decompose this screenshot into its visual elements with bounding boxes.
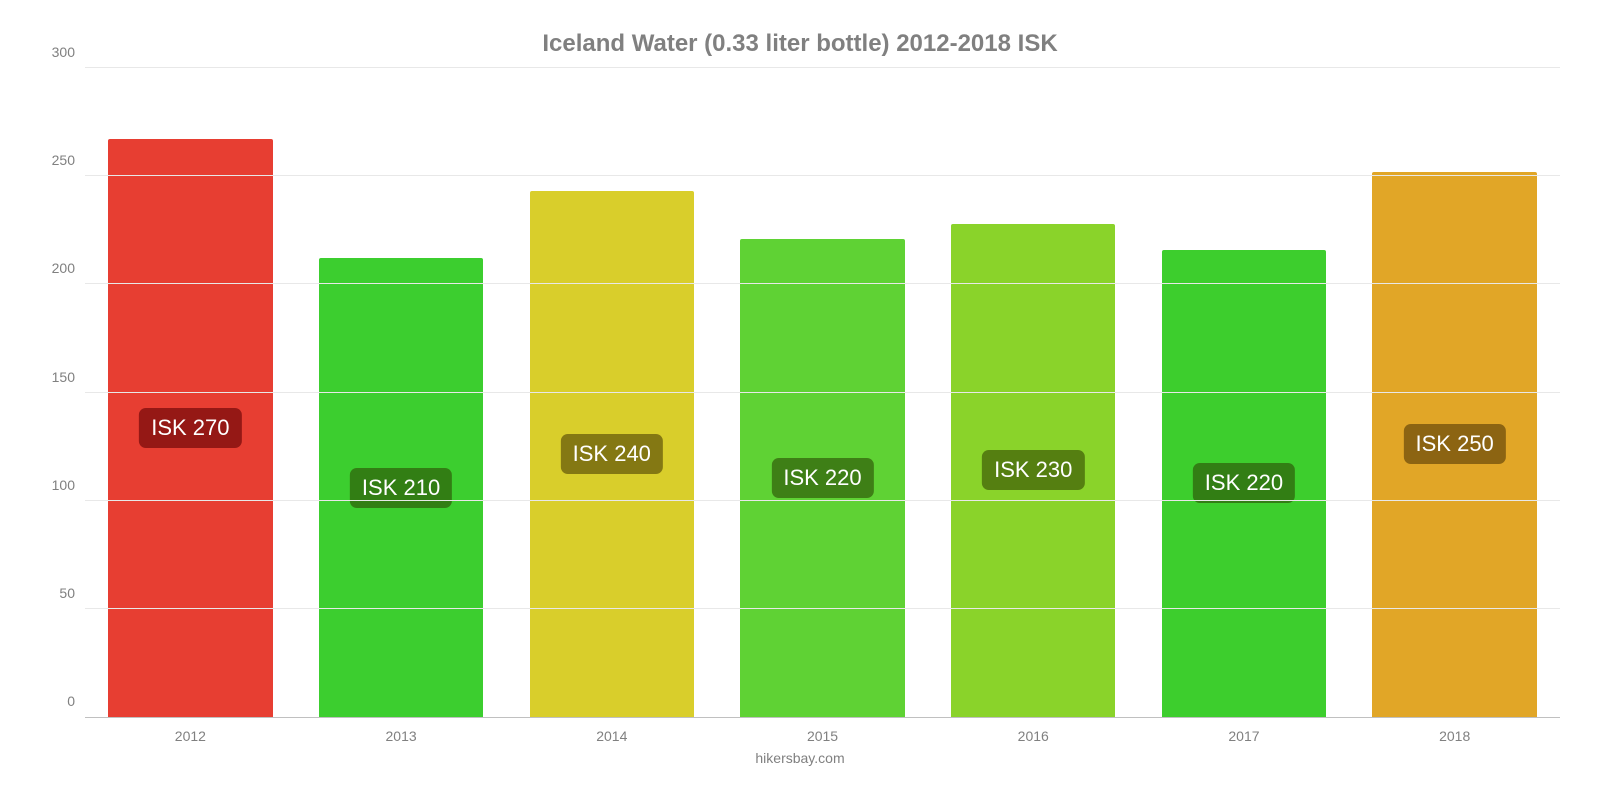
gridline	[85, 392, 1560, 393]
bar-slot: ISK 250	[1349, 68, 1560, 717]
value-badge: ISK 220	[1193, 463, 1295, 503]
gridline	[85, 175, 1560, 176]
value-badge: ISK 250	[1404, 424, 1506, 464]
value-badge: ISK 270	[139, 408, 241, 448]
value-badge: ISK 240	[561, 434, 663, 474]
y-tick-label: 0	[35, 693, 75, 709]
x-tick-label: 2013	[296, 718, 507, 744]
bar: ISK 220	[1162, 250, 1326, 717]
y-tick-label: 250	[35, 152, 75, 168]
bar-slot: ISK 220	[1139, 68, 1350, 717]
y-tick-label: 200	[35, 260, 75, 276]
bar-slot: ISK 240	[506, 68, 717, 717]
x-axis: 2012201320142015201620172018	[85, 718, 1560, 744]
gridline	[85, 67, 1560, 68]
bar: ISK 210	[319, 258, 483, 717]
x-tick-label: 2018	[1349, 718, 1560, 744]
bar-chart: Iceland Water (0.33 liter bottle) 2012-2…	[0, 0, 1600, 800]
bar-slot: ISK 230	[928, 68, 1139, 717]
value-badge: ISK 230	[982, 450, 1084, 490]
value-badge: ISK 220	[771, 458, 873, 498]
x-tick-label: 2014	[506, 718, 717, 744]
gridline	[85, 608, 1560, 609]
bar: ISK 270	[108, 139, 272, 717]
x-tick-label: 2012	[85, 718, 296, 744]
x-tick-label: 2015	[717, 718, 928, 744]
y-tick-label: 50	[35, 585, 75, 601]
x-tick-label: 2016	[928, 718, 1139, 744]
value-badge: ISK 210	[350, 468, 452, 508]
y-tick-label: 150	[35, 369, 75, 385]
x-tick-label: 2017	[1139, 718, 1350, 744]
bar: ISK 230	[951, 224, 1115, 717]
bar-slot: ISK 270	[85, 68, 296, 717]
y-tick-label: 100	[35, 477, 75, 493]
bar: ISK 240	[530, 191, 694, 717]
bar-slot: ISK 220	[717, 68, 928, 717]
bar: ISK 250	[1372, 172, 1536, 717]
gridline	[85, 283, 1560, 284]
chart-footer: hikersbay.com	[30, 750, 1570, 766]
bars-container: ISK 270 ISK 210 ISK 240 ISK 220 ISK 230 ISK 2…	[85, 68, 1560, 717]
gridline	[85, 500, 1560, 501]
bar-slot: ISK 210	[296, 68, 507, 717]
chart-title: Iceland Water (0.33 liter bottle) 2012-2…	[30, 30, 1570, 58]
bar: ISK 220	[740, 239, 904, 717]
y-tick-label: 300	[35, 44, 75, 60]
plot-area: ISK 270 ISK 210 ISK 240 ISK 220 ISK 230 ISK 2…	[85, 68, 1560, 718]
